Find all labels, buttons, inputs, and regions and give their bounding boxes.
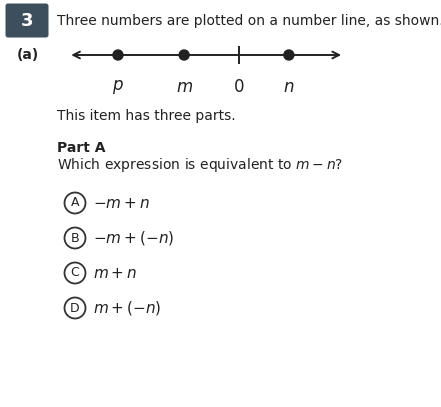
Circle shape	[284, 50, 294, 60]
Text: This item has three parts.: This item has three parts.	[57, 109, 235, 123]
FancyBboxPatch shape	[5, 4, 49, 37]
Text: Which expression is equivalent to $m - n$?: Which expression is equivalent to $m - n…	[57, 156, 343, 174]
Text: B: B	[71, 232, 79, 245]
Text: D: D	[70, 302, 80, 315]
Text: $n$: $n$	[283, 78, 295, 96]
Text: Part A: Part A	[57, 141, 105, 155]
Text: $-m + (-n)$: $-m + (-n)$	[93, 229, 174, 247]
Text: C: C	[71, 267, 79, 280]
Text: $m + n$: $m + n$	[93, 265, 137, 280]
Text: $-m + n$: $-m + n$	[93, 195, 150, 210]
Text: A: A	[71, 197, 79, 210]
Circle shape	[113, 50, 123, 60]
Text: $m + (-n)$: $m + (-n)$	[93, 299, 161, 317]
Text: 0: 0	[234, 78, 244, 96]
Text: $p$: $p$	[112, 78, 124, 96]
Text: 3: 3	[21, 11, 33, 29]
Circle shape	[179, 50, 189, 60]
Text: $m$: $m$	[176, 78, 193, 96]
Text: (a): (a)	[17, 48, 39, 62]
Text: Three numbers are plotted on a number line, as shown.: Three numbers are plotted on a number li…	[57, 13, 441, 28]
